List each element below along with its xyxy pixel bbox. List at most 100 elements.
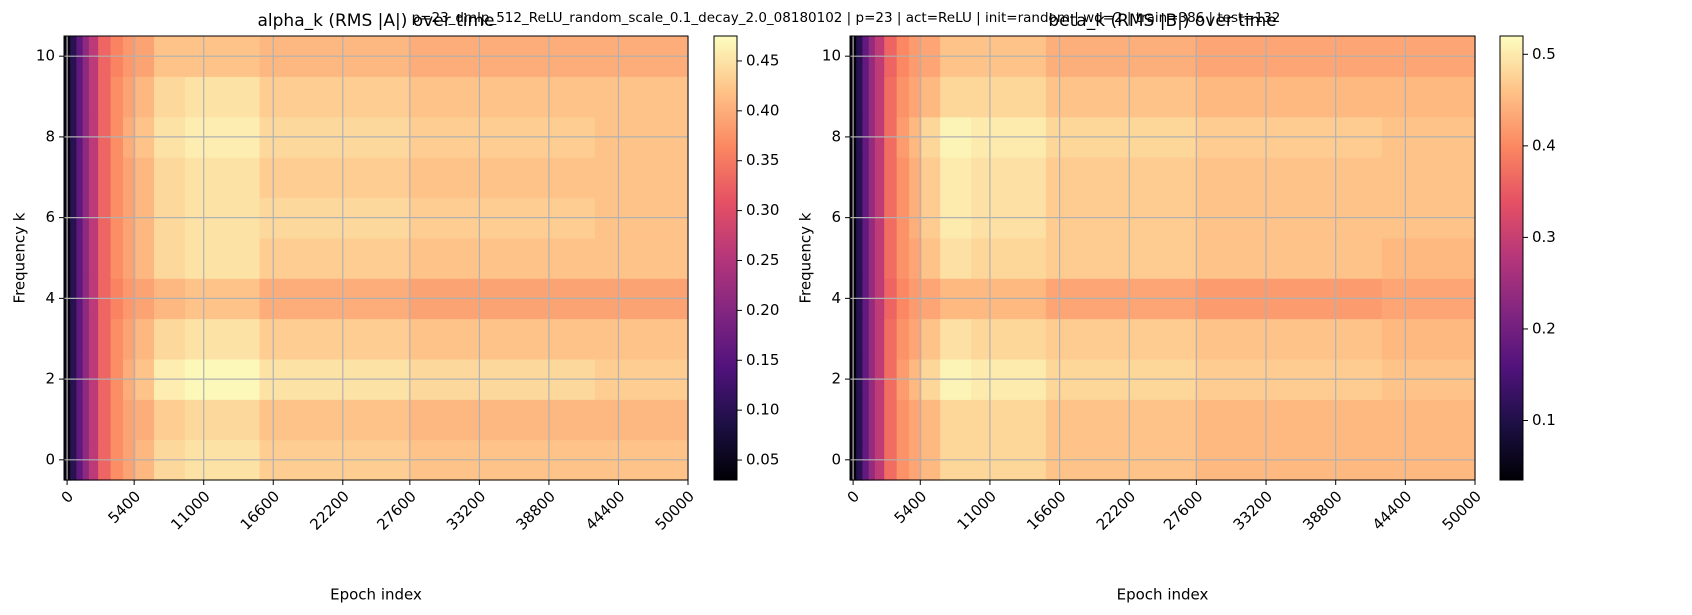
heat-cell	[88, 318, 99, 360]
heat-cell	[1381, 237, 1476, 279]
heat-cell	[88, 157, 99, 199]
y-tick-label: 2	[831, 370, 841, 388]
heat-cell	[82, 318, 90, 360]
plot-frame	[849, 35, 1476, 481]
heat-cell	[88, 76, 99, 118]
y-tick-label: 8	[831, 127, 841, 145]
heat-cell	[110, 157, 124, 199]
heat-cell	[862, 318, 870, 360]
heat-cell	[884, 76, 898, 118]
colorbar	[713, 35, 738, 481]
heat-cell	[408, 318, 596, 360]
heat-cell	[122, 318, 137, 360]
heat-cell	[259, 157, 410, 199]
y-tick-label: 6	[45, 208, 55, 226]
heat-cell	[896, 157, 910, 199]
heat-cell	[154, 76, 186, 118]
heat-cell	[862, 237, 870, 279]
heat-cell	[76, 237, 84, 279]
heat-cell	[896, 399, 910, 441]
heat-cell	[135, 76, 155, 118]
heat-cell	[862, 76, 870, 118]
heat-cell	[70, 399, 78, 441]
heat-cell	[98, 399, 112, 441]
heat-cell	[135, 399, 155, 441]
x-tick-label: 44400	[582, 487, 628, 533]
colorbar-tick-label: 0.30	[746, 201, 779, 219]
heat-cell	[862, 399, 870, 441]
heat-cell	[896, 237, 910, 279]
heat-cell	[874, 399, 885, 441]
chart-title: beta_k (RMS |B|) over time	[1048, 11, 1276, 31]
x-tick-label: 5400	[104, 487, 144, 527]
heat-cell	[408, 157, 596, 199]
heat-cell	[110, 399, 124, 441]
heat-cell	[1195, 237, 1383, 279]
heat-cell	[82, 157, 90, 199]
heat-cell	[868, 76, 876, 118]
heat-cell	[884, 399, 898, 441]
colorbar-tick-label: 0.3	[1532, 228, 1556, 246]
heat-cell	[874, 237, 885, 279]
heat-cell	[909, 76, 923, 118]
heat-cell	[408, 237, 596, 279]
heat-cell	[971, 76, 1047, 118]
heat-cell	[1381, 399, 1476, 441]
x-tick-label: 5400	[891, 487, 931, 527]
heat-cell	[971, 399, 1047, 441]
y-tick-label: 2	[45, 370, 55, 388]
colorbar-tick-label: 0.35	[746, 151, 779, 169]
heat-cell	[82, 237, 90, 279]
heat-cell	[70, 318, 78, 360]
heat-cell	[259, 318, 410, 360]
suptitle: p=23_dmlp_512_ReLU_random_scale_0.1_deca…	[412, 10, 1281, 26]
heat-cell	[1381, 157, 1476, 199]
heat-cell	[122, 399, 137, 441]
heat-cell	[940, 76, 972, 118]
x-tick-label: 27600	[373, 487, 419, 533]
heat-cell	[971, 318, 1047, 360]
y-tick-label: 0	[45, 450, 55, 468]
heat-cell	[1045, 76, 1196, 118]
heat-cell	[594, 399, 689, 441]
y-tick-label: 0	[831, 450, 841, 468]
x-tick-label: 33200	[1230, 487, 1276, 533]
heat-cell	[76, 399, 84, 441]
heat-cell	[856, 318, 864, 360]
heat-cell	[185, 399, 261, 441]
heat-cell	[154, 399, 186, 441]
heat-cell	[909, 237, 923, 279]
heat-cell	[921, 76, 941, 118]
colorbar-tick-label: 0.25	[746, 251, 779, 269]
heat-cell	[110, 318, 124, 360]
heat-cell	[185, 157, 261, 199]
heat-cell	[909, 399, 923, 441]
heat-cell	[1381, 76, 1476, 118]
heat-cell	[940, 318, 972, 360]
heat-cell	[70, 237, 78, 279]
heat-cell	[940, 399, 972, 441]
heat-cell	[82, 76, 90, 118]
x-tick-label: 11000	[167, 487, 213, 533]
heat-cell	[921, 399, 941, 441]
heat-cell	[408, 76, 596, 118]
heat-cell	[884, 237, 898, 279]
heat-cell	[76, 157, 84, 199]
x-tick-label: 38800	[1299, 487, 1345, 533]
heat-cell	[856, 76, 864, 118]
heat-cell	[940, 157, 972, 199]
heat-cell	[408, 399, 596, 441]
x-tick-label: 0	[844, 487, 863, 506]
heat-cell	[122, 237, 137, 279]
heat-cell	[98, 76, 112, 118]
heat-cell	[594, 318, 689, 360]
heat-cell	[88, 237, 99, 279]
heat-cell	[1045, 237, 1196, 279]
y-tick-label: 6	[831, 208, 841, 226]
colorbar-tick-label: 0.45	[746, 51, 779, 69]
heat-cell	[122, 157, 137, 199]
heat-cell	[154, 318, 186, 360]
heat-cell	[921, 318, 941, 360]
heat-cell	[594, 237, 689, 279]
y-tick-label: 10	[822, 47, 841, 65]
